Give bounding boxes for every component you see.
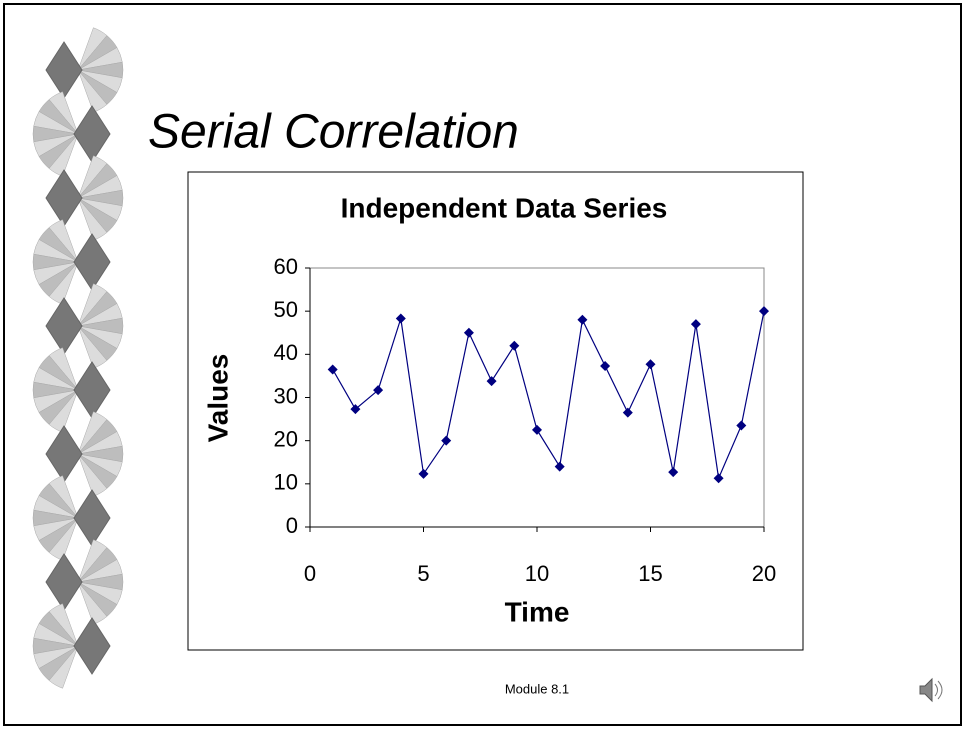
- y-tick-label: 10: [274, 470, 298, 495]
- data-point: [554, 461, 565, 472]
- fan-diamond: [73, 617, 111, 675]
- data-point: [441, 435, 452, 446]
- slide-footer: Module 8.1: [505, 681, 569, 696]
- data-point: [418, 468, 429, 479]
- data-point: [486, 376, 497, 387]
- data-point: [327, 364, 338, 375]
- data-point: [350, 404, 361, 415]
- data-point: [759, 306, 769, 317]
- data-point: [600, 360, 611, 371]
- data-point: [463, 327, 474, 338]
- data-point: [577, 314, 588, 325]
- data-point: [736, 420, 747, 431]
- data-point: [645, 359, 656, 370]
- y-axis-label: Values: [202, 354, 233, 443]
- fan-decoration: [32, 27, 124, 689]
- data-point: [622, 407, 633, 418]
- fan-blade: [48, 645, 79, 689]
- y-tick-label: 60: [274, 254, 298, 279]
- x-tick-label: 0: [304, 561, 316, 586]
- y-tick-label: 40: [274, 340, 298, 365]
- data-point: [373, 385, 384, 396]
- data-line: [332, 311, 765, 481]
- data-point: [395, 313, 406, 324]
- x-tick-label: 20: [752, 561, 776, 586]
- data-point: [690, 319, 701, 330]
- y-tick-label: 30: [274, 383, 298, 408]
- x-tick-label: 5: [417, 561, 429, 586]
- x-tick-label: 10: [525, 561, 549, 586]
- chart-title: Independent Data Series: [341, 192, 668, 223]
- chart-frame: [187, 171, 804, 651]
- y-tick-label: 0: [286, 513, 298, 538]
- x-axis-label: Time: [505, 596, 570, 627]
- speaker-icon: [919, 677, 943, 703]
- data-point: [713, 473, 724, 484]
- slide-title: Serial Correlation: [148, 106, 519, 159]
- data-point: [532, 424, 542, 435]
- data-point: [668, 467, 679, 478]
- y-tick-label: 20: [274, 426, 298, 451]
- y-tick-label: 50: [274, 297, 298, 322]
- x-tick-label: 15: [638, 561, 662, 586]
- data-point: [509, 340, 520, 351]
